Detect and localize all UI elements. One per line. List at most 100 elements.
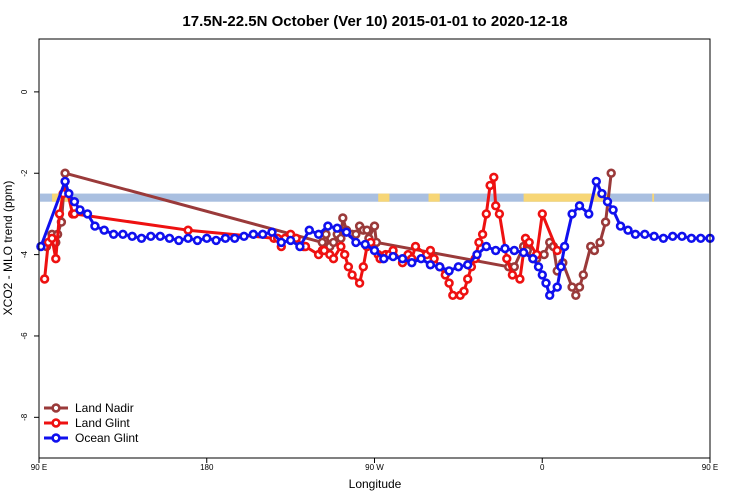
- data-point: [69, 197, 80, 207]
- data-point: [541, 278, 551, 288]
- data-point: [317, 237, 327, 248]
- data-point: [578, 270, 588, 280]
- data-point: [248, 229, 259, 240]
- data-point: [515, 274, 525, 284]
- data-point: [544, 290, 555, 300]
- data-point: [336, 233, 346, 244]
- data-point: [606, 168, 616, 178]
- data-point: [556, 262, 566, 272]
- data-point: [537, 270, 547, 280]
- data-point: [524, 237, 534, 248]
- legend-label: Ocean Glint: [75, 431, 139, 445]
- data-point: [533, 262, 544, 272]
- data-point: [146, 231, 156, 242]
- y-tick-label: -2: [20, 169, 29, 177]
- legend-label: Land Nadir: [75, 401, 134, 415]
- data-point: [686, 233, 697, 244]
- data-point: [444, 278, 454, 288]
- land-segment: [428, 193, 440, 202]
- data-point: [567, 209, 577, 219]
- x-tick-label: 90 W: [365, 463, 384, 472]
- data-point: [491, 201, 501, 211]
- data-point: [295, 241, 305, 252]
- data-point: [321, 229, 331, 240]
- data-point: [127, 231, 137, 242]
- data-point: [507, 270, 518, 280]
- data-point: [528, 254, 538, 264]
- data-point: [136, 233, 147, 244]
- data-point: [75, 205, 85, 215]
- data-point: [328, 237, 339, 248]
- data-point: [118, 229, 128, 240]
- data-point: [354, 278, 365, 288]
- data-point: [202, 233, 212, 244]
- series-land-nadir: [41, 168, 616, 300]
- data-point: [574, 282, 585, 292]
- data-point: [108, 229, 119, 240]
- data-point: [485, 180, 495, 191]
- land-segment: [652, 193, 655, 202]
- data-point: [649, 231, 659, 242]
- x-tick-label: 90 E: [31, 463, 47, 472]
- data-point: [416, 254, 426, 264]
- data-point: [640, 229, 650, 240]
- data-point: [338, 213, 348, 223]
- data-point: [463, 274, 473, 284]
- data-point: [518, 247, 529, 258]
- data-point: [351, 229, 361, 240]
- series-layer: [36, 168, 715, 300]
- data-point: [500, 243, 510, 254]
- land-segment: [523, 193, 610, 202]
- data-point: [595, 237, 605, 248]
- data-point: [425, 260, 436, 270]
- data-point: [539, 249, 549, 260]
- data-point: [453, 262, 464, 272]
- data-point: [502, 254, 512, 264]
- data-point: [39, 274, 50, 284]
- data-point: [584, 209, 594, 219]
- data-point: [567, 282, 577, 292]
- data-point: [489, 172, 499, 183]
- data-point: [552, 245, 562, 256]
- data-point: [623, 225, 633, 235]
- data-point: [472, 249, 482, 260]
- legend-marker: [51, 418, 61, 428]
- data-point: [615, 221, 626, 231]
- data-point: [552, 282, 562, 292]
- data-point: [608, 205, 618, 215]
- x-tick-label: 90 E: [702, 463, 718, 472]
- data-point: [285, 235, 296, 246]
- data-point: [388, 251, 398, 262]
- legend-entry: Land Nadir: [44, 401, 134, 415]
- data-point: [341, 227, 352, 237]
- data-point: [425, 245, 436, 256]
- data-point: [677, 231, 687, 242]
- data-point: [602, 197, 613, 207]
- data-point: [491, 245, 501, 256]
- data-point: [571, 290, 581, 300]
- data-point: [379, 254, 389, 264]
- data-point: [174, 235, 184, 246]
- data-point: [369, 221, 380, 231]
- data-point: [351, 237, 361, 248]
- data-point: [332, 223, 342, 233]
- data-point: [90, 221, 100, 231]
- data-point: [369, 245, 380, 256]
- data-point: [600, 217, 611, 227]
- data-point: [328, 254, 339, 264]
- data-point: [463, 260, 473, 270]
- data-point: [481, 209, 491, 219]
- data-point: [340, 249, 350, 260]
- data-point: [304, 225, 314, 235]
- series-ocean-glint: [36, 176, 715, 300]
- data-point: [183, 233, 193, 244]
- data-point: [435, 262, 445, 272]
- data-point: [239, 231, 249, 242]
- data-point: [509, 245, 519, 256]
- data-point: [164, 233, 175, 244]
- data-point: [64, 188, 74, 199]
- data-point: [574, 201, 585, 211]
- y-tick-label: -4: [20, 251, 29, 259]
